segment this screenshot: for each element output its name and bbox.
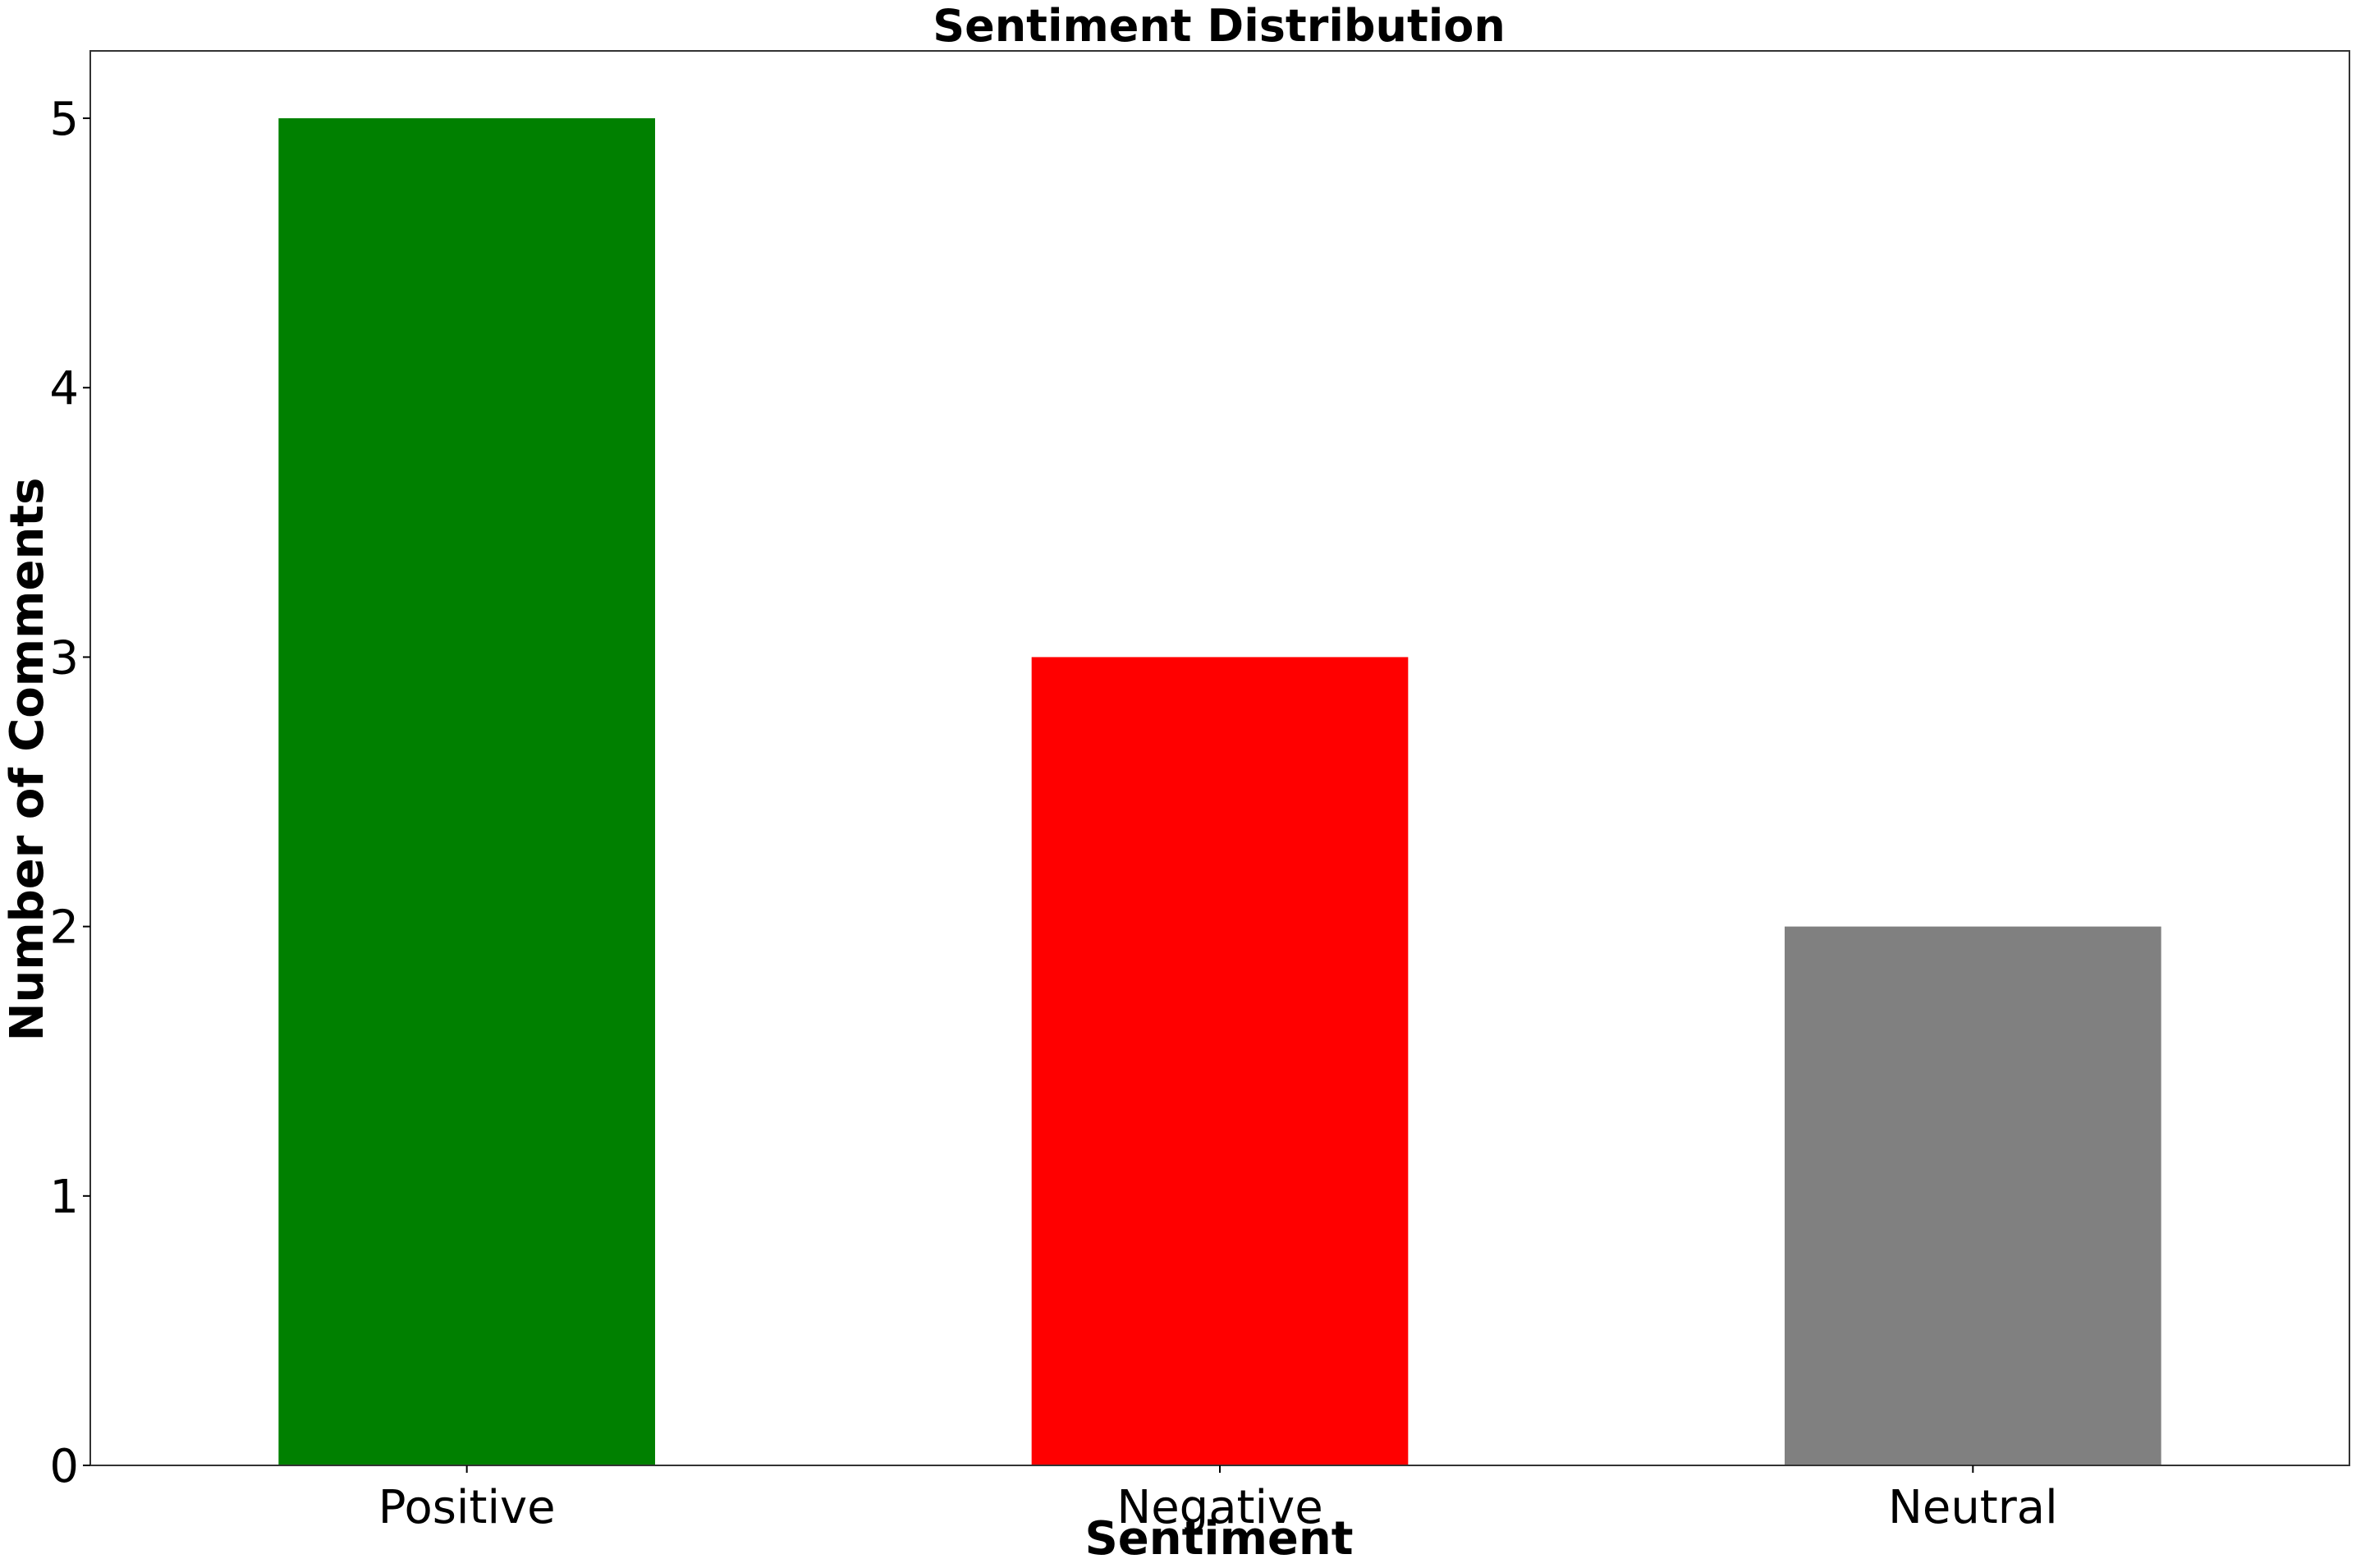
- bars-group: [278, 118, 2161, 1466]
- chart-title: Sentiment Distribution: [933, 0, 1506, 52]
- x-tick-label: Negative: [1116, 1481, 1322, 1534]
- bar-negative: [1031, 657, 1409, 1465]
- y-tick-label: 5: [49, 93, 79, 146]
- bar-neutral: [1785, 926, 2161, 1465]
- y-tick-label: 3: [49, 631, 79, 685]
- x-axis-label: Sentiment: [1084, 1512, 1353, 1566]
- y-axis-ticks: 0 1 2 3 4 5: [49, 93, 90, 1493]
- x-tick-label: Neutral: [1888, 1481, 2058, 1534]
- y-axis-label: Number of Comments: [1, 478, 54, 1042]
- x-tick-label: Positive: [378, 1481, 556, 1534]
- y-tick-label: 0: [49, 1440, 79, 1493]
- y-tick-label: 1: [49, 1171, 79, 1224]
- y-tick-label: 2: [49, 901, 79, 955]
- y-tick-label: 4: [49, 362, 79, 415]
- bar-positive: [278, 118, 655, 1466]
- x-axis-ticks: Positive Negative Neutral: [378, 1465, 2058, 1534]
